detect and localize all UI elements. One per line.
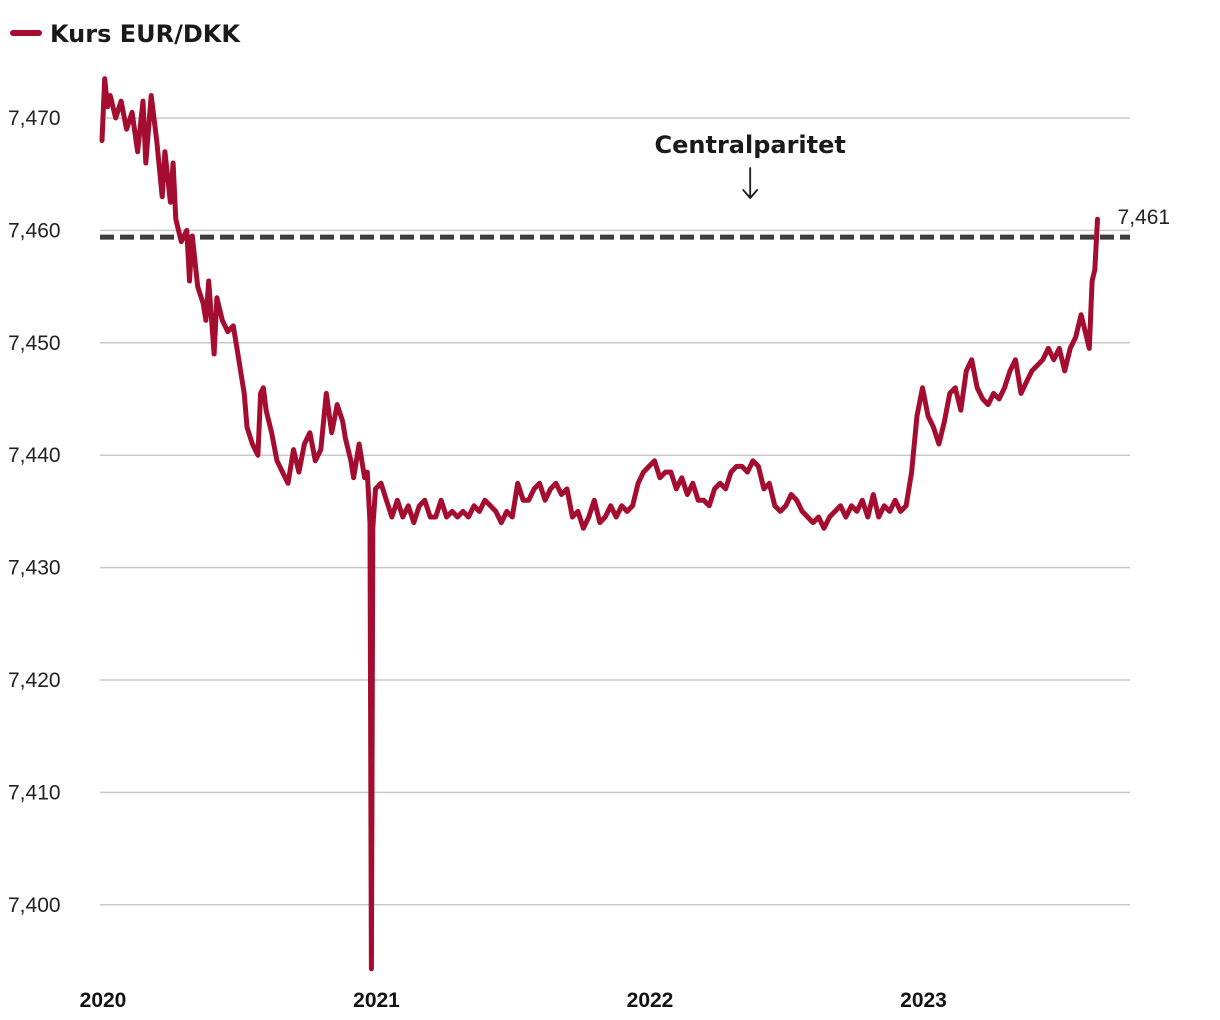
y-tick-label: 7,460 bbox=[8, 219, 61, 242]
down-arrow-icon bbox=[742, 167, 759, 199]
x-tick-label: 2020 bbox=[80, 989, 127, 1012]
x-tick-label: 2022 bbox=[627, 989, 674, 1012]
series-line-eur-dkk bbox=[99, 76, 1100, 972]
gridlines bbox=[100, 117, 1130, 906]
series-layer bbox=[99, 76, 1100, 972]
y-tick-label: 7,410 bbox=[8, 781, 61, 804]
x-tick-label: 2021 bbox=[353, 989, 400, 1012]
y-tick-label: 7,440 bbox=[8, 444, 61, 467]
x-tick-label: 2023 bbox=[900, 989, 947, 1012]
y-axis-ticks: 7,400 7,410 7,420 7,430 7,440 7,450 7,460 7,470 bbox=[8, 107, 61, 917]
x-axis-ticks: 2020 2021 2022 2023 bbox=[80, 989, 947, 1012]
y-tick-label: 7,430 bbox=[8, 557, 61, 580]
y-tick-label: 7,420 bbox=[8, 669, 61, 692]
end-value-label: 7,461 bbox=[1118, 206, 1171, 229]
legend-swatch bbox=[10, 30, 42, 36]
y-tick-label: 7,400 bbox=[8, 894, 61, 917]
y-tick-label: 7,450 bbox=[8, 332, 61, 355]
centralparitet-label: Centralparitet bbox=[655, 131, 846, 159]
legend-label: Kurs EUR/DKK bbox=[50, 20, 241, 48]
reference-line-group: Centralparitet bbox=[100, 131, 1130, 240]
legend: Kurs EUR/DKK bbox=[10, 20, 241, 48]
y-tick-label: 7,470 bbox=[8, 107, 61, 130]
